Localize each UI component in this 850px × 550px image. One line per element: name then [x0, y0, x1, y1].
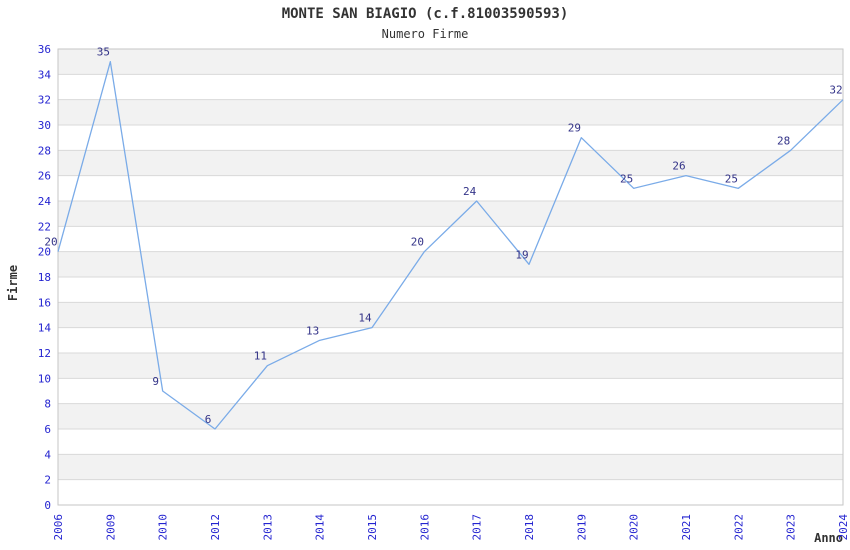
y-tick-label: 34: [38, 68, 52, 81]
plot-band: [58, 201, 843, 227]
data-label: 35: [97, 46, 110, 59]
data-label: 20: [411, 236, 424, 249]
chart-subtitle: Numero Firme: [381, 27, 469, 41]
y-tick-label: 0: [44, 499, 51, 512]
y-tick-label: 18: [38, 271, 51, 284]
x-tick-label: 2018: [523, 514, 536, 541]
chart-title: MONTE SAN BIAGIO (c.f.81003590593): [281, 6, 569, 22]
data-label: 29: [568, 122, 581, 135]
data-label: 28: [777, 134, 790, 147]
plot-band: [58, 99, 843, 125]
plot-band: [58, 251, 843, 277]
y-tick-label: 12: [38, 347, 51, 360]
plot-bands: [58, 49, 843, 480]
y-tick-label: 36: [38, 43, 51, 56]
y-tick-label: 24: [38, 195, 52, 208]
data-label: 20: [44, 236, 57, 249]
y-tick-label: 20: [38, 246, 51, 259]
data-label: 14: [358, 312, 372, 325]
y-tick-label: 28: [38, 144, 51, 157]
y-tick-label: 26: [38, 170, 51, 183]
plot-band: [58, 403, 843, 429]
x-tick-label: 2013: [261, 514, 274, 541]
x-tick-label: 2015: [366, 514, 379, 541]
data-label: 24: [463, 185, 477, 198]
x-tick-label: 2019: [575, 514, 588, 541]
data-label: 26: [672, 160, 685, 173]
x-tick-label: 2023: [785, 514, 798, 541]
y-tick-label: 22: [38, 220, 51, 233]
x-tick-label: 2021: [680, 514, 693, 541]
data-label: 6: [205, 413, 212, 426]
data-label: 9: [152, 375, 159, 388]
y-tick-label: 14: [38, 322, 52, 335]
data-label: 25: [620, 172, 633, 185]
gridlines: [58, 73, 843, 481]
data-line: [57, 61, 844, 430]
x-tick-label: 2014: [314, 514, 327, 541]
plot-band: [58, 49, 843, 75]
y-tick-label: 6: [44, 423, 51, 436]
y-tick-label: 16: [38, 296, 51, 309]
x-tick-label: 2020: [628, 514, 641, 541]
x-tick-label: 2010: [157, 514, 170, 541]
y-tick-label: 4: [44, 448, 51, 461]
x-axis-title: Anno: [814, 531, 843, 545]
x-tick-label: 2016: [418, 514, 431, 541]
y-tick-label: 10: [38, 372, 51, 385]
x-tick-label: 2024: [837, 514, 850, 541]
data-label: 32: [829, 84, 842, 97]
x-tick-label: 2012: [209, 514, 222, 541]
y-tick-label: 32: [38, 94, 51, 107]
plot-band: [58, 454, 843, 480]
x-tick-label: 2022: [732, 514, 745, 541]
data-label: 25: [725, 172, 738, 185]
data-label: 11: [254, 350, 267, 363]
y-tick-label: 8: [44, 398, 51, 411]
x-tick-label: 2009: [104, 514, 117, 541]
x-axis-ticks: 2006 2009 2010 2012 2013 2014 2015 2016 2017 2018…: [52, 514, 850, 541]
plot-border: [57, 48, 844, 506]
y-tick-label: 2: [44, 474, 51, 487]
plot-band: [58, 302, 843, 328]
data-label: 19: [515, 248, 528, 261]
plot-band: [58, 150, 843, 176]
plot-band: [58, 353, 843, 379]
data-labels: 20 35 9 6 11 13 14 20 24 19 29 25 26 25 28 32: [44, 46, 842, 426]
x-tick-label: 2017: [471, 514, 484, 541]
y-tick-label: 30: [38, 119, 51, 132]
x-tick-label: 2006: [52, 514, 65, 541]
data-label: 13: [306, 324, 319, 337]
